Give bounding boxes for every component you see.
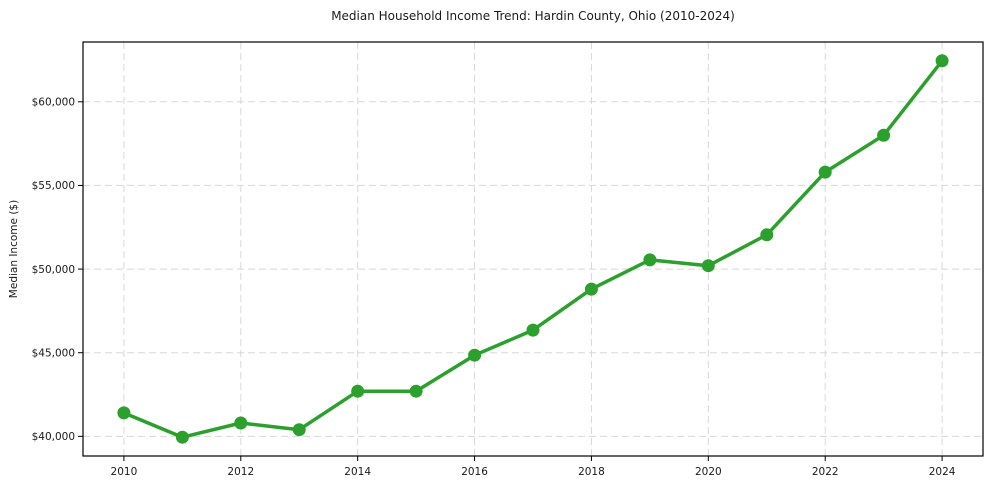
data-point [117, 406, 131, 420]
y-tick-label: $45,000 [32, 347, 75, 359]
data-point [468, 348, 482, 362]
data-point [234, 416, 248, 430]
x-tick-label: 2022 [812, 466, 839, 478]
plot-area: $40,000 $45,000 $50,000 $55,000 $60,000 2010 2… [32, 41, 984, 478]
x-tick-label: 2018 [578, 466, 605, 478]
data-line [122, 59, 944, 439]
data-point [935, 54, 949, 68]
x-tick-label: 2014 [344, 466, 371, 478]
y-tick-label: $55,000 [32, 180, 75, 192]
x-tick-label: 2024 [929, 466, 956, 478]
data-point [526, 323, 540, 337]
data-point [292, 423, 306, 437]
plot-border [82, 41, 984, 457]
y-axis-title: Median Income ($) [8, 200, 20, 298]
data-point [643, 253, 657, 267]
chart-title: Median Household Income Trend: Hardin Co… [331, 9, 735, 23]
y-tick-label: $60,000 [32, 97, 75, 109]
x-tick-label: 2010 [111, 466, 138, 478]
y-tick-label: $40,000 [32, 431, 75, 443]
y-tick-label: $50,000 [32, 264, 75, 276]
data-point [877, 128, 891, 142]
data-point [760, 228, 774, 242]
x-tick-label: 2020 [695, 466, 722, 478]
data-point [175, 430, 189, 444]
data-point [584, 282, 598, 296]
data-point [409, 384, 423, 398]
x-tick-label: 2012 [227, 466, 254, 478]
x-tick-label: 2016 [461, 466, 488, 478]
data-point [701, 259, 715, 273]
data-point [818, 165, 832, 179]
data-point [351, 384, 365, 398]
